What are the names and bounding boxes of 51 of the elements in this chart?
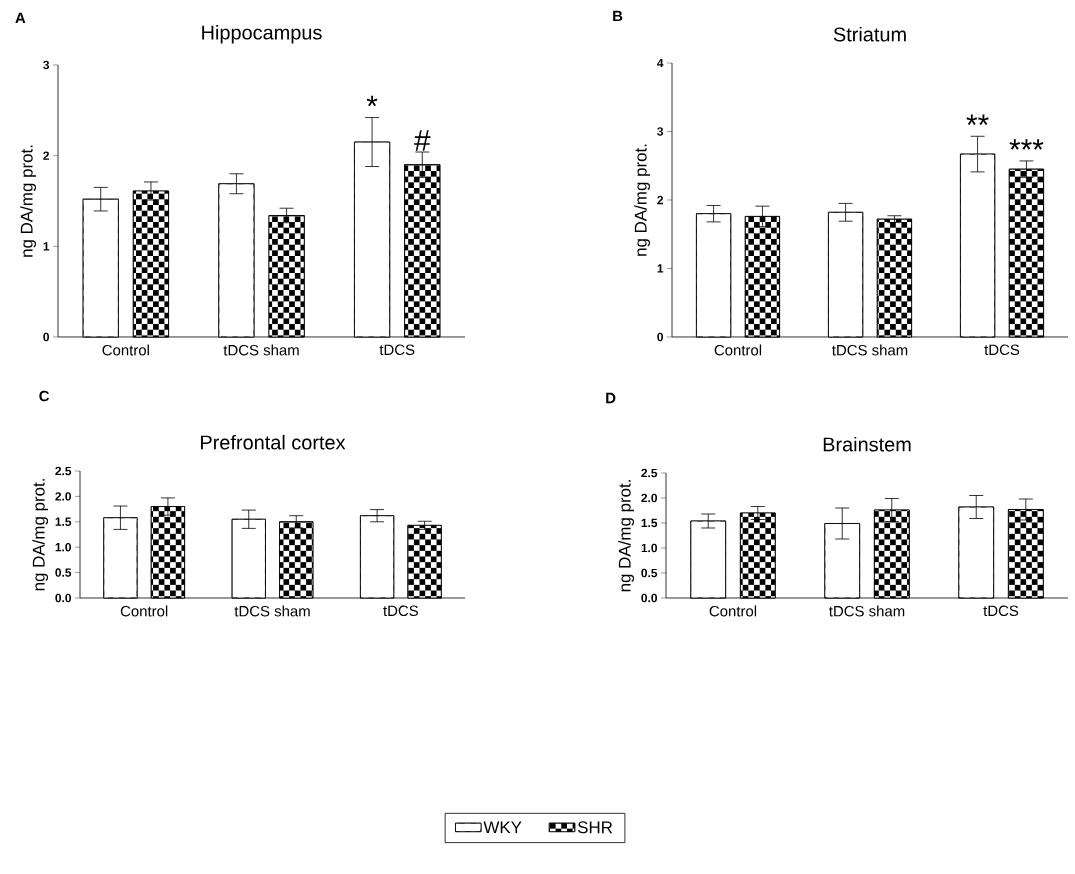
y-tick-label: 2 — [657, 195, 664, 205]
y-tick-label: 0 — [43, 332, 50, 342]
x-tick-label: Control — [709, 605, 757, 617]
annotation: *** — [1009, 139, 1044, 150]
y-tick-label: 1.0 — [641, 543, 658, 553]
x-tick-label: tDCS sham — [832, 344, 908, 356]
text: A — [15, 12, 26, 24]
x-tick-label: Control — [120, 605, 168, 617]
y-tick-label: 3 — [657, 127, 664, 136]
x-tick-label: tDCS — [984, 344, 1020, 356]
chart-title: Brainstem — [823, 436, 911, 452]
y-tick-label: 0 — [657, 332, 664, 342]
annotation: # — [414, 130, 431, 151]
x-tick-label: Control — [714, 344, 762, 356]
y-tick-label: 0.5 — [641, 568, 658, 578]
y-tick-label: 0.5 — [55, 568, 72, 577]
y-tick-label: 1 — [43, 242, 50, 251]
text: D — [606, 392, 616, 404]
x-tick-label: tDCS — [379, 344, 415, 356]
text: C — [39, 390, 50, 402]
y-tick-label: 0.0 — [55, 593, 72, 603]
y-tick-label: 2.5 — [641, 468, 658, 478]
chart-title: Hippocampus — [202, 24, 322, 44]
x-tick-label: Control — [102, 344, 149, 356]
y-tick-label: 3 — [43, 60, 50, 70]
x-tick-label: tDCS sham — [234, 605, 310, 617]
chart-title: Striatum — [833, 26, 906, 42]
y-axis-title: ng DA/mg prot. — [634, 144, 651, 256]
x-tick-label: tDCS — [983, 605, 1019, 617]
annotation: ** — [966, 114, 989, 125]
y-tick-label: 1 — [657, 264, 664, 273]
x-tick-label: tDCS sham — [223, 344, 299, 356]
y-tick-label: 2.5 — [55, 466, 72, 476]
y-axis-title: ng DA/mg prot. — [618, 480, 635, 592]
text: B — [613, 10, 623, 22]
y-axis-title: ng DA/mg prot. — [32, 479, 49, 591]
y-tick-label: 2.0 — [641, 493, 658, 503]
annotation: * — [366, 95, 378, 107]
y-tick-label: 1.5 — [641, 518, 658, 528]
y-tick-label: 4 — [657, 58, 664, 68]
y-tick-label: 1.0 — [55, 542, 72, 552]
legend-label: WKY — [483, 821, 522, 834]
y-tick-label: 2 — [43, 151, 50, 160]
y-axis-title: ng DA/mg prot. — [20, 145, 37, 257]
x-tick-label: tDCS — [383, 605, 418, 617]
x-tick-label: tDCS sham — [829, 605, 905, 617]
y-tick-label: 1.5 — [55, 517, 72, 526]
legend-label: SHR — [577, 821, 613, 834]
chart-title: Prefrontal cortex — [201, 434, 346, 450]
y-tick-label: 0.0 — [641, 593, 658, 603]
y-tick-label: 2.0 — [55, 492, 72, 501]
